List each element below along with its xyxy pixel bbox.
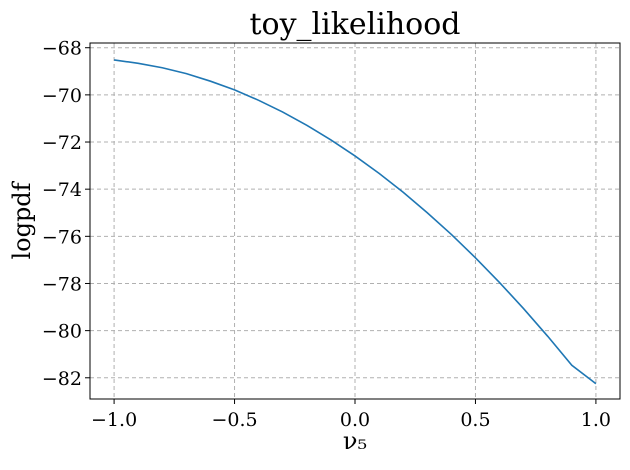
y-axis: −68 −70 −72 −74 −76 −78 −80 −82 [42, 38, 90, 390]
series-line [113, 59, 597, 385]
y-tick-label: −78 [42, 273, 82, 295]
y-tick-label: −76 [42, 226, 82, 248]
x-tick-label: −1.0 [91, 409, 137, 431]
y-tick-label: −82 [42, 368, 82, 390]
x-tick-label: −0.5 [211, 409, 257, 431]
y-tick-label: −70 [42, 85, 82, 107]
x-tick-label: 1.0 [581, 409, 611, 431]
y-tick-label: −74 [42, 179, 82, 201]
grid [90, 43, 620, 399]
y-tick-label: −72 [42, 132, 82, 154]
x-tick-label: 0.0 [340, 409, 370, 431]
x-tick-label: 0.5 [460, 409, 490, 431]
series-layer [113, 59, 597, 385]
y-axis-label: logpdf [8, 180, 36, 259]
chart-title: toy_likelihood [249, 7, 460, 42]
x-axis: −1.0 −0.5 0.0 0.5 1.0 [91, 399, 611, 431]
y-tick-label: −68 [42, 38, 82, 60]
y-tick-label: −80 [42, 321, 82, 343]
x-axis-label: ν₅ [343, 427, 367, 455]
